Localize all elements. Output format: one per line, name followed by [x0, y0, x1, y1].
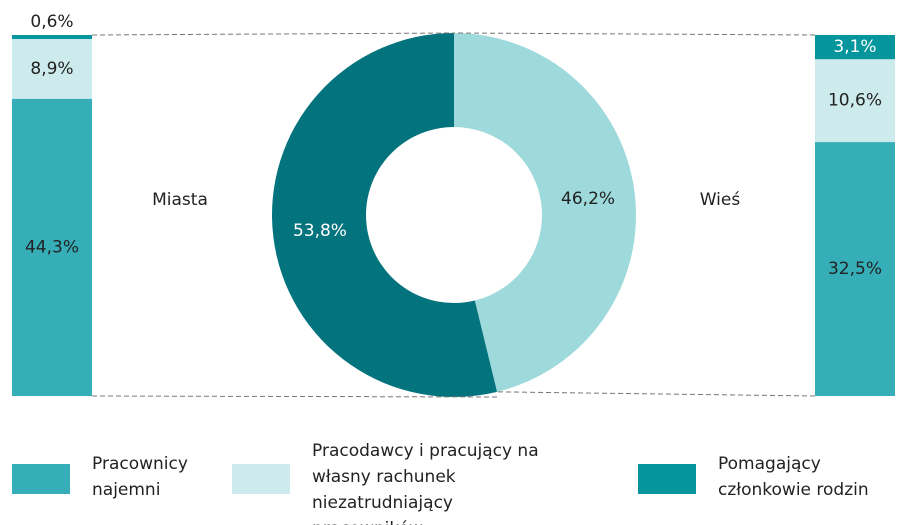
bar-label: 10,6% [828, 91, 882, 111]
legend-text: Pracodawcy i pracujący na własny rachune… [312, 441, 539, 525]
legend-item: Pracownicy najemni [12, 451, 212, 503]
legend-item: Pracodawcy i pracujący na własny rachune… [232, 438, 552, 525]
bar-segment [12, 35, 92, 40]
legend-swatch [638, 464, 696, 494]
legend-item: Pomagający członkowie rodzin [638, 451, 898, 503]
legend: Pracownicy najemni Pracodawcy i pracujący… [0, 438, 898, 525]
bar-segment [12, 39, 92, 99]
bar-label: 44,3% [25, 237, 79, 257]
bar-label: 3,1% [833, 37, 876, 57]
connector [91, 395, 498, 398]
legend-swatch [232, 464, 290, 494]
legend-text: Pomagający członkowie rodzin [718, 454, 869, 500]
donut-slice [454, 33, 637, 392]
legend-text: Pracownicy najemni [92, 454, 188, 500]
bar-label: 8,9% [30, 59, 73, 79]
bar-segment [12, 98, 92, 396]
bar-segment [815, 35, 895, 60]
donut-slice [272, 33, 498, 397]
slice-label: 53,8% [293, 221, 347, 241]
connector [497, 391, 816, 397]
bar-segment [815, 59, 895, 143]
category-label: Wieś [700, 190, 741, 210]
connector [453, 32, 816, 36]
slice-label: 46,2% [561, 189, 615, 209]
chart: 46,2% 53,8% 44,3% 8,9% 0,6% Miasta 32,5% 10,6% 3… [12, 12, 895, 398]
bar-segment [815, 142, 895, 396]
legend-swatch [12, 464, 70, 494]
connector [91, 32, 455, 36]
category-label: Miasta [152, 190, 208, 210]
bar-label: 32,5% [828, 259, 882, 279]
bar-label: 0,6% [30, 12, 73, 32]
